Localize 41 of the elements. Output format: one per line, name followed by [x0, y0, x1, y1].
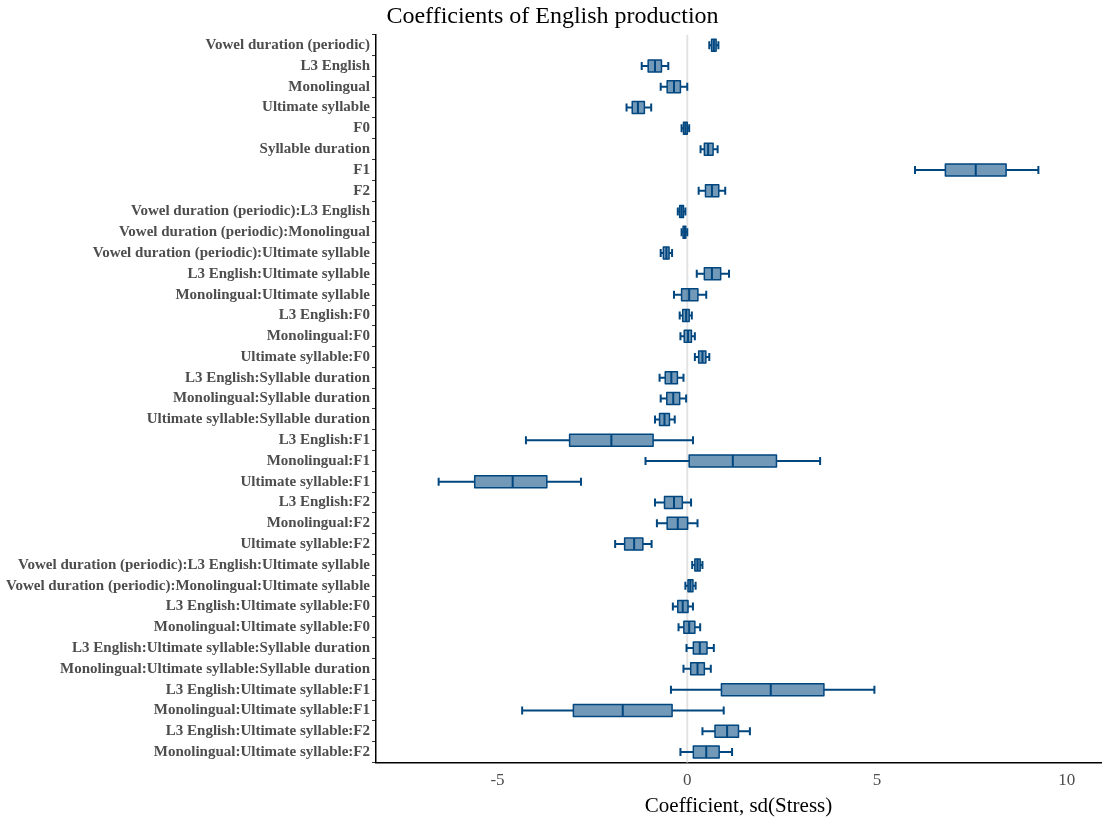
chart-title: Coefficients of English production	[386, 1, 719, 28]
y-tick-label: L3 English:Syllable duration	[184, 368, 371, 385]
y-tick-label: Vowel duration (periodic):Ultimate syllable	[92, 243, 371, 261]
y-tick-label: Ultimate syllable	[262, 98, 371, 115]
x-tick-label: -5	[490, 770, 505, 790]
y-tick-label: F1	[353, 160, 371, 177]
x-tick-label: 0	[683, 770, 692, 790]
y-tick-label: Monolingual:Ultimate syllable:F1	[153, 701, 371, 718]
y-tick-label: Ultimate syllable:F0	[240, 347, 371, 364]
y-tick-label: Vowel duration (periodic):L3 English:Ultimate syllable	[18, 555, 371, 573]
y-tick-label: Monolingual:Ultimate syllable	[175, 285, 371, 302]
y-tick-label: L3 English:F1	[278, 431, 371, 448]
y-tick-label: F0	[353, 119, 371, 136]
y-tick-label: Ultimate syllable:F2	[240, 534, 371, 551]
y-tick-label: Monolingual:F1	[266, 451, 371, 468]
y-tick-label: F2	[353, 181, 371, 198]
y-tick-label: L3 English	[300, 56, 371, 73]
y-tick-label: Vowel duration (periodic)	[205, 36, 371, 54]
y-tick-label: Vowel duration (periodic):Monolingual	[118, 223, 371, 241]
x-axis-title: Coefficient, sd(Stress)	[644, 792, 833, 817]
y-tick-label: Monolingual:Ultimate syllable:F2	[153, 742, 371, 759]
y-tick-label: L3 English:F0	[278, 306, 371, 323]
y-tick-label: Monolingual:Syllable duration	[172, 389, 371, 406]
y-tick-label: Vowel duration (periodic):Monolingual:Ultimate syllable	[5, 576, 371, 594]
y-tick-label: L3 English:Ultimate syllable:Syllable duration	[72, 638, 371, 655]
y-tick-label: L3 English:Ultimate syllable:F0	[165, 597, 371, 614]
y-tick-label: L3 English:Ultimate syllable	[187, 264, 371, 281]
y-tick-label: Ultimate syllable:Syllable duration	[146, 410, 371, 427]
y-tick-label: L3 English:F2	[278, 493, 371, 510]
y-tick-label: Monolingual:Ultimate syllable:F0	[153, 618, 371, 635]
y-tick-label: Monolingual:F0	[266, 327, 371, 344]
y-tick-label: Monolingual:Ultimate syllable:Syllable duration	[59, 659, 371, 676]
y-tick-label: L3 English:Ultimate syllable:F2	[165, 722, 371, 739]
x-tick-label: 5	[872, 770, 882, 790]
y-tick-label: Monolingual	[288, 77, 371, 94]
y-tick-label: Monolingual:F2	[266, 514, 371, 531]
x-tick-label: 10	[1058, 770, 1076, 790]
y-tick-label: L3 English:Ultimate syllable:F1	[165, 680, 371, 697]
y-tick-label: Ultimate syllable:F1	[240, 472, 371, 489]
y-tick-label: Vowel duration (periodic):L3 English	[130, 202, 371, 220]
y-tick-label: Syllable duration	[259, 140, 371, 157]
